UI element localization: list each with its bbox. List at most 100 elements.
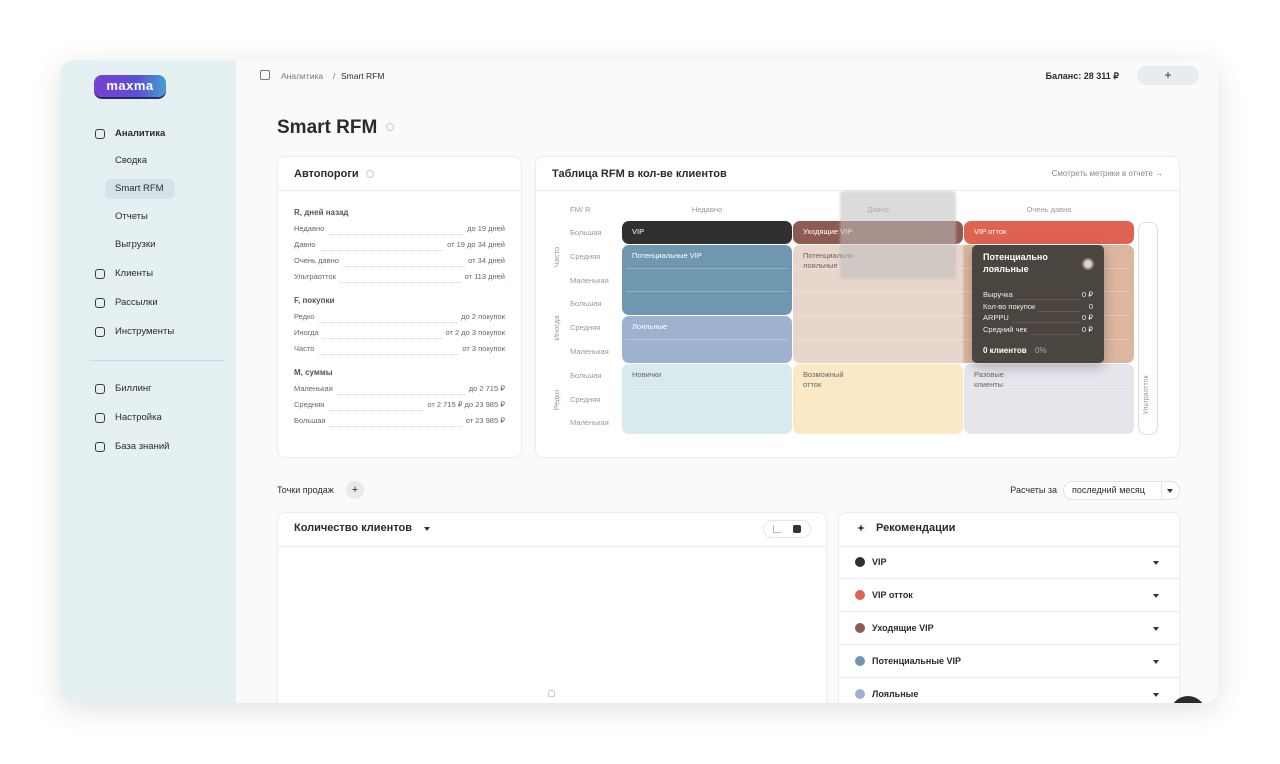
threshold-label: Большая	[294, 414, 329, 428]
metric-label: Кол-во покупок	[983, 299, 1038, 314]
nav-subitem[interactable]: Выгрузки	[115, 239, 156, 250]
threshold-label: Иногда	[294, 326, 322, 340]
segment-label: Разовые клиенты	[974, 369, 1004, 389]
row-seam	[797, 339, 1130, 340]
add-button[interactable]	[1137, 66, 1199, 85]
threshold-value: от 113 дней	[461, 270, 505, 284]
toggle[interactable]	[1082, 258, 1094, 270]
nav-item[interactable]: База знаний	[115, 441, 170, 452]
recommendation-name: Уходящие VIP	[872, 623, 934, 633]
sales-points-label: Точки продаж	[277, 485, 334, 495]
threshold-value: до 2 покупок	[458, 310, 505, 324]
add-button[interactable]	[346, 481, 364, 499]
nav-subitem[interactable]: Сводка	[115, 155, 148, 166]
row-seam	[797, 410, 959, 412]
row-group-label: Часто	[552, 246, 561, 267]
chat-button[interactable]	[1170, 696, 1206, 703]
breadcrumb: Smart RFM	[341, 71, 385, 81]
threshold-label: Средняя	[294, 398, 328, 412]
sidebar	[60, 60, 236, 703]
add-button-label: +	[1164, 68, 1172, 82]
segment-dot	[855, 557, 865, 567]
leader-line	[294, 322, 505, 323]
nav-item[interactable]: Инструменты	[115, 326, 175, 337]
recommendation-row[interactable]	[839, 546, 1179, 579]
row-label: Большая	[570, 299, 602, 309]
segment-label: Уходящие VIP	[803, 227, 853, 236]
view-icon	[773, 525, 781, 533]
rfm-segment[interactable]	[622, 363, 792, 435]
leader-line	[294, 354, 505, 355]
leader-line	[294, 394, 505, 395]
rfm-segment[interactable]	[622, 316, 792, 363]
rfm-segment[interactable]	[622, 221, 792, 244]
row-divider	[839, 578, 1179, 579]
leader-line	[983, 299, 1093, 300]
card-title: Рекомендации	[876, 522, 956, 534]
leader-line	[983, 334, 1093, 336]
breadcrumb[interactable]: Аналитика	[281, 71, 324, 81]
recommendation-name: Лояльные	[872, 689, 919, 699]
threshold-label: Ультраотток	[294, 270, 339, 284]
segment-dot	[855, 590, 865, 600]
threshold-group-title: M, суммы	[294, 368, 333, 377]
period-select[interactable]	[1063, 481, 1180, 500]
nav-subitem[interactable]: Отчеты	[115, 211, 148, 222]
card-divider	[278, 546, 826, 547]
row-seam	[968, 410, 1130, 412]
rfm-segment[interactable]	[964, 363, 1134, 435]
nav-item[interactable]: Биллинг	[115, 383, 152, 394]
leader-line	[294, 338, 505, 339]
rfm-segment[interactable]	[622, 244, 792, 316]
clients-share: 0%	[1035, 346, 1047, 355]
row-caret	[1153, 561, 1159, 565]
segment-label: VIP	[632, 227, 645, 236]
row-seam	[626, 267, 788, 269]
view-icon-active	[793, 525, 801, 533]
threshold-label: Редко	[294, 310, 318, 324]
sparkle-icon	[857, 524, 865, 532]
metric-value: 0 ₽	[1079, 311, 1093, 326]
column-label: Очень давно	[1026, 205, 1072, 214]
clients-card	[277, 512, 827, 703]
balance: Баланс: 28 311 ₽	[1045, 71, 1119, 81]
row-seam	[797, 315, 1130, 317]
logo-text: maxma	[106, 78, 154, 93]
card-title[interactable]: Количество клиентов	[294, 522, 413, 534]
nav-item[interactable]: Рассылки	[115, 297, 158, 308]
row-seam	[626, 410, 788, 412]
card-title: Автопороги	[294, 168, 359, 180]
leader-line	[294, 410, 505, 411]
row-seam	[968, 386, 1130, 388]
loading-icon	[548, 690, 555, 697]
leader-line	[983, 310, 1093, 312]
nav-icon	[95, 298, 105, 308]
breadcrumb-separator: /	[333, 71, 336, 81]
clients-count: 0 клиентов	[983, 346, 1027, 355]
rfm-segment[interactable]	[793, 363, 963, 435]
metric-label: ARPPU	[983, 311, 1011, 326]
threshold-value: от 2 до 3 покупок	[442, 326, 505, 340]
row-caret	[1153, 660, 1159, 664]
segment-dot	[855, 623, 865, 633]
row-group-label: Иногда	[552, 315, 561, 341]
row-caret	[1153, 627, 1159, 631]
view-toggle[interactable]	[763, 520, 811, 538]
threshold-label: Давно	[294, 238, 319, 252]
period-label: Расчеты за	[1010, 485, 1057, 495]
row-seam	[797, 291, 1130, 293]
report-link[interactable]: Смотреть метрики в отчете →	[1051, 169, 1163, 178]
page-title: Smart RFM	[277, 117, 378, 138]
nav-icon	[95, 129, 105, 139]
metric-value: 0 ₽	[1079, 323, 1093, 338]
title-caret	[424, 527, 430, 531]
nav-item[interactable]: Настройка	[115, 412, 162, 423]
nav-item[interactable]: Клиенты	[115, 268, 154, 279]
segment-label: Лояльные	[632, 322, 668, 332]
card-divider	[839, 546, 1179, 547]
rfm-segment[interactable]	[964, 221, 1134, 244]
row-label: Средняя	[570, 323, 601, 333]
nav-subitem[interactable]: Smart RFM	[115, 183, 164, 194]
nav-item[interactable]: Аналитика	[115, 128, 166, 139]
